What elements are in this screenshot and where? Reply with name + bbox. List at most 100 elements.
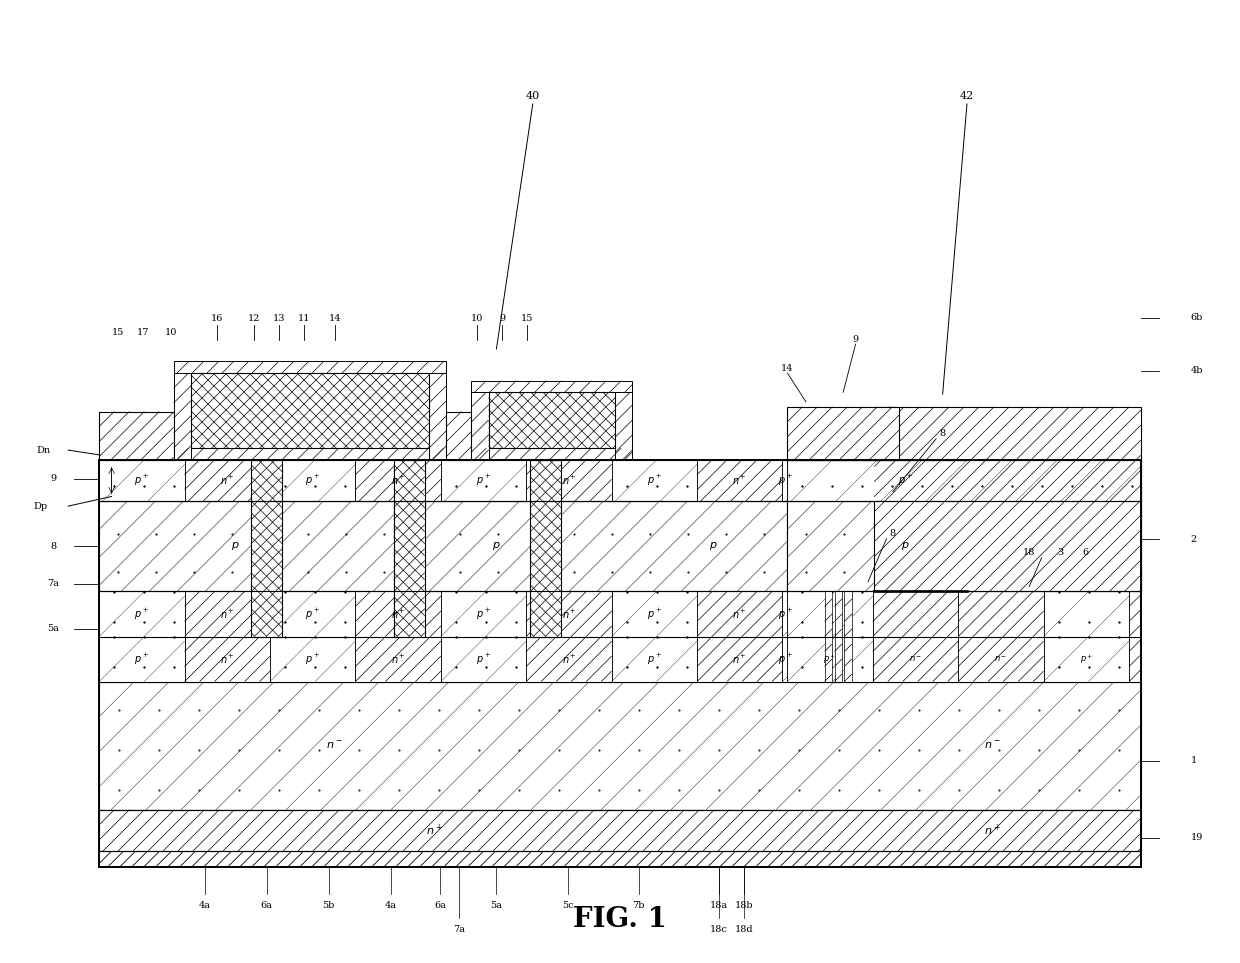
Bar — [270, 637, 356, 682]
Bar — [99, 810, 1141, 851]
Bar — [471, 392, 489, 459]
Bar — [99, 591, 185, 637]
Bar — [441, 591, 526, 637]
Bar — [99, 682, 1141, 810]
Text: 7a: 7a — [453, 924, 465, 934]
Text: 18: 18 — [1023, 548, 1035, 558]
Bar — [356, 591, 441, 637]
Text: $p^+$: $p^+$ — [134, 473, 149, 488]
Bar — [441, 637, 526, 682]
Text: $p^+$: $p^+$ — [134, 652, 149, 666]
Text: 8: 8 — [940, 429, 945, 438]
Bar — [697, 637, 782, 682]
Text: 18d: 18d — [734, 924, 754, 934]
Text: 9: 9 — [853, 335, 858, 344]
Bar — [873, 591, 959, 637]
Bar — [1044, 591, 1130, 637]
Bar — [270, 591, 356, 637]
Text: 6b: 6b — [1190, 313, 1203, 323]
Text: $n^-$: $n^-$ — [994, 654, 1008, 664]
Bar — [697, 459, 782, 502]
Bar — [787, 591, 873, 637]
Text: 8: 8 — [51, 542, 56, 551]
Bar — [99, 459, 185, 502]
Text: 13: 13 — [273, 314, 285, 323]
Text: $p$: $p$ — [709, 540, 717, 553]
Text: $n^-$: $n^-$ — [326, 741, 343, 751]
Bar — [787, 637, 873, 682]
Text: 42: 42 — [960, 91, 975, 101]
Bar — [174, 373, 191, 459]
Text: 6a: 6a — [434, 900, 446, 910]
Text: $p^+$: $p^+$ — [134, 607, 149, 621]
Text: $n^+$: $n^+$ — [562, 653, 577, 665]
Text: $p^+$: $p^+$ — [305, 473, 320, 488]
Text: 5b: 5b — [322, 900, 335, 910]
Text: 16: 16 — [211, 314, 223, 323]
Bar — [615, 392, 632, 459]
Text: 12: 12 — [248, 314, 260, 323]
Bar — [356, 459, 441, 502]
Text: 3: 3 — [1056, 548, 1064, 558]
Text: $n^+$: $n^+$ — [391, 474, 405, 487]
Text: 9: 9 — [500, 314, 505, 323]
Bar — [270, 459, 356, 502]
Text: 18a: 18a — [711, 900, 728, 910]
Text: $n^-$: $n^-$ — [909, 654, 923, 664]
Bar — [429, 373, 446, 459]
Text: $p^+$: $p^+$ — [305, 607, 320, 621]
Bar — [1130, 637, 1141, 682]
Text: $n^+$: $n^+$ — [733, 653, 748, 665]
Text: 18b: 18b — [734, 900, 754, 910]
Text: $p$: $p$ — [492, 540, 500, 553]
Text: $n^+$: $n^+$ — [425, 823, 443, 839]
Text: 7a: 7a — [47, 579, 60, 588]
Text: $p$: $p$ — [232, 540, 239, 553]
Text: 1: 1 — [1190, 756, 1197, 766]
Bar — [185, 637, 270, 682]
Bar — [1044, 637, 1130, 682]
Text: 5c: 5c — [562, 900, 574, 910]
Text: $p^+$: $p^+$ — [476, 607, 491, 621]
Text: 4a: 4a — [198, 900, 211, 910]
Text: 15: 15 — [521, 314, 533, 323]
Text: 11: 11 — [298, 314, 310, 323]
Bar — [99, 459, 1141, 867]
Text: 14: 14 — [329, 314, 341, 323]
Text: $n^+$: $n^+$ — [562, 608, 577, 620]
Bar — [99, 502, 787, 591]
Bar — [394, 459, 424, 637]
Bar — [697, 591, 782, 637]
Text: 8: 8 — [890, 529, 895, 538]
Bar — [526, 637, 611, 682]
Bar — [174, 448, 446, 459]
Text: $n^+$: $n^+$ — [219, 608, 234, 620]
Text: 2: 2 — [1190, 534, 1197, 544]
Bar — [356, 637, 441, 682]
Bar — [99, 411, 174, 459]
Bar — [531, 459, 560, 637]
Text: 7b: 7b — [632, 900, 645, 910]
Bar — [787, 406, 899, 459]
Text: $p^+$: $p^+$ — [305, 652, 320, 666]
Bar — [174, 361, 446, 373]
Text: 15: 15 — [112, 328, 124, 337]
Bar — [471, 380, 632, 392]
Bar — [782, 591, 787, 637]
Text: 6a: 6a — [260, 900, 273, 910]
Text: $p^+$: $p^+$ — [476, 473, 491, 488]
Text: 6: 6 — [1083, 548, 1087, 558]
Bar — [611, 637, 697, 682]
Bar — [526, 459, 611, 502]
Text: 19: 19 — [1190, 833, 1203, 843]
Text: 17: 17 — [136, 328, 149, 337]
Bar — [1130, 591, 1141, 637]
Text: 10: 10 — [471, 314, 484, 323]
Text: $p^+$: $p^+$ — [476, 652, 491, 666]
Bar — [835, 591, 842, 682]
Text: $p^+$: $p^+$ — [777, 473, 792, 488]
Text: 4b: 4b — [1190, 366, 1203, 376]
Text: 4a: 4a — [384, 900, 397, 910]
Text: $p^+$: $p^+$ — [823, 652, 837, 665]
Bar — [825, 591, 832, 682]
